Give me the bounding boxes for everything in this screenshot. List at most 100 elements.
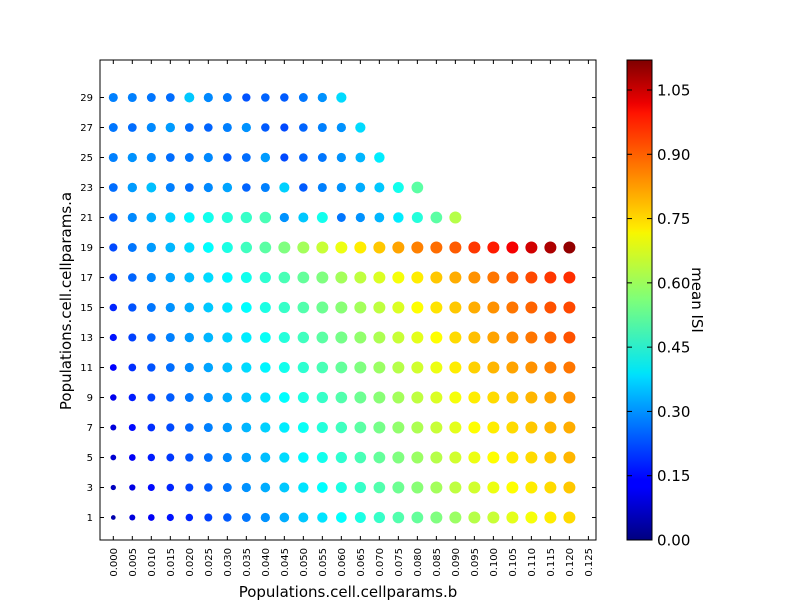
data-point	[544, 391, 557, 404]
data-point	[525, 451, 538, 464]
x-tick-label: 0.125	[584, 548, 595, 577]
x-tick-label: 0.070	[375, 548, 386, 577]
data-point	[411, 241, 424, 254]
data-point	[128, 454, 136, 461]
data-point	[241, 452, 252, 463]
data-point	[165, 332, 175, 343]
data-point	[354, 421, 367, 434]
data-point	[184, 183, 194, 192]
data-point	[373, 301, 386, 314]
data-point	[487, 331, 500, 344]
data-point	[110, 424, 117, 431]
data-point	[127, 182, 138, 193]
data-point	[184, 212, 195, 223]
data-point	[203, 302, 214, 313]
data-point	[392, 451, 405, 464]
data-point	[184, 393, 194, 402]
data-point	[110, 484, 116, 491]
data-point	[317, 512, 328, 523]
data-point	[298, 482, 309, 493]
data-point	[166, 483, 175, 492]
plot-frame	[99, 59, 597, 541]
data-point	[165, 242, 176, 253]
data-point	[203, 362, 214, 373]
x-tick-label: 0.105	[508, 548, 519, 577]
data-point	[279, 512, 290, 523]
data-point	[411, 391, 424, 404]
data-point	[279, 422, 290, 433]
data-point	[203, 182, 213, 193]
data-point	[525, 271, 538, 284]
data-point	[393, 212, 404, 223]
data-point	[241, 122, 251, 133]
data-point	[259, 302, 271, 313]
data-point	[430, 331, 443, 344]
data-point	[146, 242, 157, 253]
data-point	[147, 483, 155, 492]
data-point	[278, 331, 290, 344]
data-point	[335, 241, 348, 254]
data-point	[373, 481, 386, 494]
data-point	[108, 92, 118, 103]
data-point	[165, 93, 175, 102]
data-point	[525, 361, 538, 374]
data-point	[204, 123, 213, 132]
data-point	[449, 301, 462, 314]
data-point	[373, 241, 386, 254]
data-point	[563, 361, 576, 374]
data-point	[165, 153, 175, 162]
data-point	[240, 272, 252, 283]
data-point	[563, 331, 576, 344]
data-point	[336, 152, 346, 163]
data-point	[525, 241, 538, 254]
data-point	[128, 363, 137, 372]
colorbar: 0.00 0.15 0.30 0.45 0.60 0.75 0.90 1.05	[626, 59, 690, 550]
data-point	[392, 331, 405, 344]
data-point	[166, 393, 175, 402]
data-point	[129, 484, 136, 491]
data-point	[449, 391, 462, 404]
data-point	[563, 451, 576, 464]
data-point	[544, 361, 557, 374]
colorbar-label: mean ISI	[688, 267, 706, 333]
data-point	[335, 301, 348, 314]
colorbar-tick-label: 0.45	[657, 339, 690, 357]
data-point	[506, 241, 519, 254]
data-point	[166, 423, 175, 432]
x-tick-label: 0.115	[546, 548, 557, 577]
x-tick-label: 0.100	[489, 548, 500, 577]
data-point	[354, 451, 367, 464]
data-point	[392, 361, 405, 374]
data-point	[280, 153, 289, 162]
data-point	[259, 271, 271, 284]
x-tick-label: 0.085	[432, 548, 443, 577]
y-tick-label: 3	[87, 483, 93, 494]
data-point	[278, 301, 290, 314]
x-tick-label: 0.055	[318, 548, 329, 577]
data-point	[146, 122, 156, 133]
data-point	[430, 241, 443, 254]
data-point	[487, 361, 500, 374]
data-point	[449, 211, 462, 224]
data-point	[430, 421, 443, 434]
data-point	[430, 451, 443, 464]
data-point	[336, 512, 347, 523]
data-point	[259, 332, 271, 343]
data-point	[411, 271, 424, 284]
data-point	[241, 482, 251, 493]
data-point	[373, 451, 386, 464]
data-point	[373, 421, 386, 434]
data-point	[468, 391, 481, 404]
x-tick-label: 0.000	[109, 548, 120, 577]
data-point	[165, 363, 175, 372]
data-point	[468, 301, 481, 314]
x-tick-label: 0.030	[223, 548, 234, 577]
data-point	[261, 123, 270, 132]
data-point	[146, 182, 157, 193]
data-point	[203, 332, 214, 343]
data-point	[525, 331, 538, 344]
data-point	[354, 391, 367, 404]
data-point	[241, 332, 252, 343]
y-tick-label: 9	[87, 393, 93, 404]
